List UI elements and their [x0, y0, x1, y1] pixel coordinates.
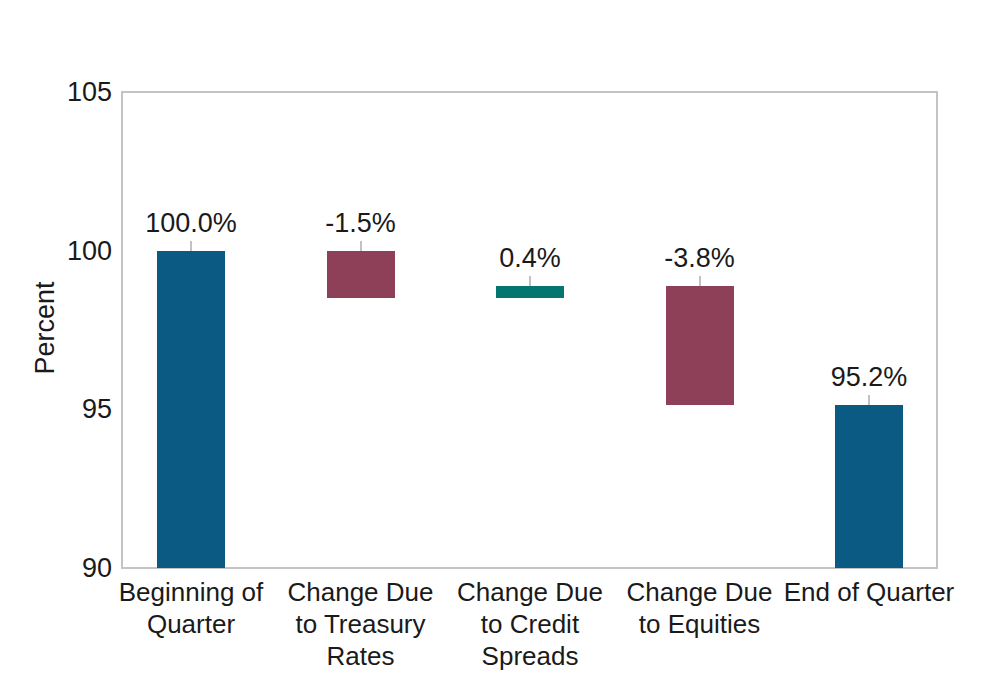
category-label-change-due-to-credit-spreads: Change Due to Credit Spreads — [440, 576, 620, 672]
bar-change-due-to-treasury-rates — [327, 251, 395, 299]
bar-beginning-of-quarter — [157, 251, 225, 568]
label-connector-tick — [699, 276, 701, 286]
category-label-change-due-to-treasury-rates: Change Due to Treasury Rates — [271, 576, 451, 672]
bar-value-label-end-of-quarter: 95.2% — [789, 362, 949, 392]
category-label-beginning-of-quarter: Beginning of Quarter — [101, 576, 281, 640]
y-axis-title: Percent — [29, 178, 61, 478]
category-label-end-of-quarter: End of Quarter — [779, 576, 959, 608]
label-connector-tick — [868, 395, 870, 405]
bar-value-label-change-due-to-equities: -3.8% — [620, 243, 780, 273]
plot-area — [121, 91, 938, 569]
bar-value-label-change-due-to-treasury-rates: -1.5% — [281, 208, 441, 238]
label-connector-tick — [529, 276, 531, 286]
ytick-label-95: 95 — [32, 394, 112, 424]
bar-change-due-to-equities — [666, 286, 734, 405]
ytick-label-105: 105 — [32, 77, 112, 107]
bar-end-of-quarter — [835, 405, 903, 568]
waterfall-chart-figure: Percent 90 95 100 105 100.0% -1.5% 0.4% -3.8% 9… — [0, 0, 985, 673]
ytick-label-90: 90 — [32, 553, 112, 583]
label-connector-tick — [360, 241, 362, 251]
ytick-label-100: 100 — [32, 236, 112, 266]
category-label-change-due-to-equities: Change Due to Equities — [610, 576, 790, 640]
bar-value-label-change-due-to-credit-spreads: 0.4% — [450, 243, 610, 273]
bar-change-due-to-credit-spreads — [496, 286, 564, 299]
bar-value-label-beginning-of-quarter: 100.0% — [111, 208, 271, 238]
label-connector-tick — [190, 241, 192, 251]
